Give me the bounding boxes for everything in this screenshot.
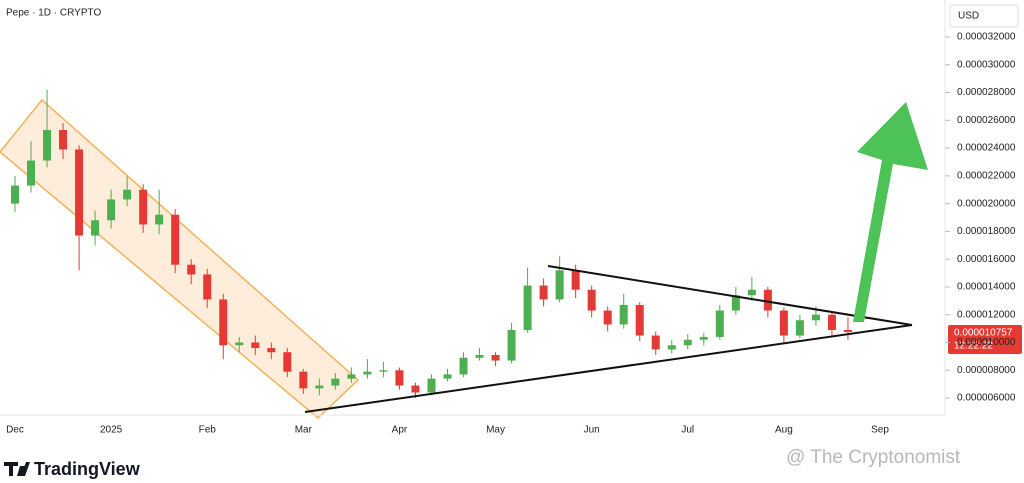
support-line	[304, 324, 913, 413]
candle-body	[347, 374, 356, 379]
candle-body	[699, 336, 708, 340]
candle-body	[667, 345, 676, 350]
breakout-arrow	[853, 102, 928, 322]
y-tick-label: 0.000008000	[957, 365, 1016, 376]
candle-body	[331, 378, 340, 386]
chart-title: Pepe · 1D · CRYPTO	[6, 8, 101, 19]
candle-body	[571, 270, 580, 290]
candle-body	[43, 130, 52, 161]
candle-body	[203, 274, 212, 300]
currency-box	[949, 4, 1019, 28]
candle-body	[507, 330, 516, 361]
brand-logo	[4, 462, 30, 476]
x-tick-label: 2025	[100, 425, 123, 436]
candle-body	[219, 299, 228, 346]
candle-body	[619, 305, 628, 325]
y-tick-label: 0.000022000	[957, 170, 1016, 181]
x-tick-label: Aug	[775, 425, 793, 436]
y-tick-label: 0.000012000	[957, 309, 1016, 320]
candle-body	[491, 355, 500, 361]
currency: USD	[958, 11, 979, 22]
last-price: 0.000010757	[954, 328, 1013, 339]
countdown: 12:22:22	[954, 341, 993, 352]
candle-body	[267, 348, 276, 353]
candle-body	[475, 355, 484, 358]
candle-body	[811, 314, 820, 321]
x-tick-label: May	[486, 425, 505, 436]
candle-body	[251, 342, 260, 349]
y-tick-label: 0.000014000	[957, 282, 1016, 293]
y-tick-label: 0.000028000	[957, 87, 1016, 98]
y-tick-label: 0.000016000	[957, 254, 1016, 265]
candle-body	[187, 264, 196, 275]
candle-body	[363, 371, 372, 375]
x-tick-label: Sep	[871, 425, 889, 436]
candle-body	[779, 310, 788, 336]
candle-body	[299, 371, 308, 389]
candle-body	[315, 385, 324, 389]
x-tick-label: Jun	[584, 425, 600, 436]
candle-body	[635, 305, 644, 336]
candle-body	[747, 289, 756, 296]
resistance-line	[547, 265, 913, 326]
x-tick-label: Feb	[199, 425, 217, 436]
candle-body	[523, 285, 532, 330]
candle-body	[155, 214, 164, 225]
candle-body	[59, 130, 68, 150]
candle-body	[827, 314, 836, 330]
candle-body	[843, 330, 852, 332]
candle-body	[11, 185, 19, 204]
candle-body	[395, 370, 404, 386]
candle-body	[443, 374, 452, 379]
y-tick-label: 0.000020000	[957, 198, 1016, 209]
candle-body	[283, 352, 292, 372]
candle-body	[171, 214, 180, 265]
candle-body	[411, 385, 420, 393]
y-tick-label: 0.000006000	[957, 393, 1016, 404]
candle-body	[27, 160, 36, 186]
candle-body	[731, 295, 740, 311]
candle-body	[91, 220, 100, 236]
last-price-box	[948, 325, 1022, 354]
x-tick-label: Dec	[6, 425, 24, 436]
candle-body	[603, 310, 612, 325]
candle-body	[587, 289, 596, 311]
watermark: @ The Cryptonomist	[786, 447, 961, 468]
x-tick-label: Mar	[295, 425, 313, 436]
y-tick-label: 0.000032000	[957, 32, 1016, 43]
candle-body	[139, 189, 148, 225]
candle-body	[555, 270, 564, 300]
candle-body	[459, 357, 468, 375]
candle-body	[123, 189, 132, 200]
candle-body	[427, 378, 436, 393]
candle-body	[75, 149, 84, 236]
candle-body	[235, 342, 244, 346]
candle-body	[651, 335, 660, 350]
candle-body	[379, 370, 388, 372]
candles	[11, 89, 852, 399]
candle-body	[763, 289, 772, 311]
y-tick-label: 0.000024000	[957, 143, 1016, 154]
candle-body	[107, 199, 116, 221]
y-tick-label: 0.000018000	[957, 226, 1016, 237]
candle-body	[683, 339, 692, 346]
x-tick-label: Jul	[681, 425, 694, 436]
candle-body	[715, 310, 724, 337]
candle-body	[795, 320, 804, 336]
candle-body	[539, 285, 548, 300]
brand: TradingView	[34, 459, 141, 479]
y-tick-label: 0.000030000	[957, 59, 1016, 70]
y-tick-label: 0.000010000	[957, 337, 1016, 348]
y-tick-label: 0.000026000	[957, 115, 1016, 126]
x-tick-label: Apr	[392, 425, 408, 436]
